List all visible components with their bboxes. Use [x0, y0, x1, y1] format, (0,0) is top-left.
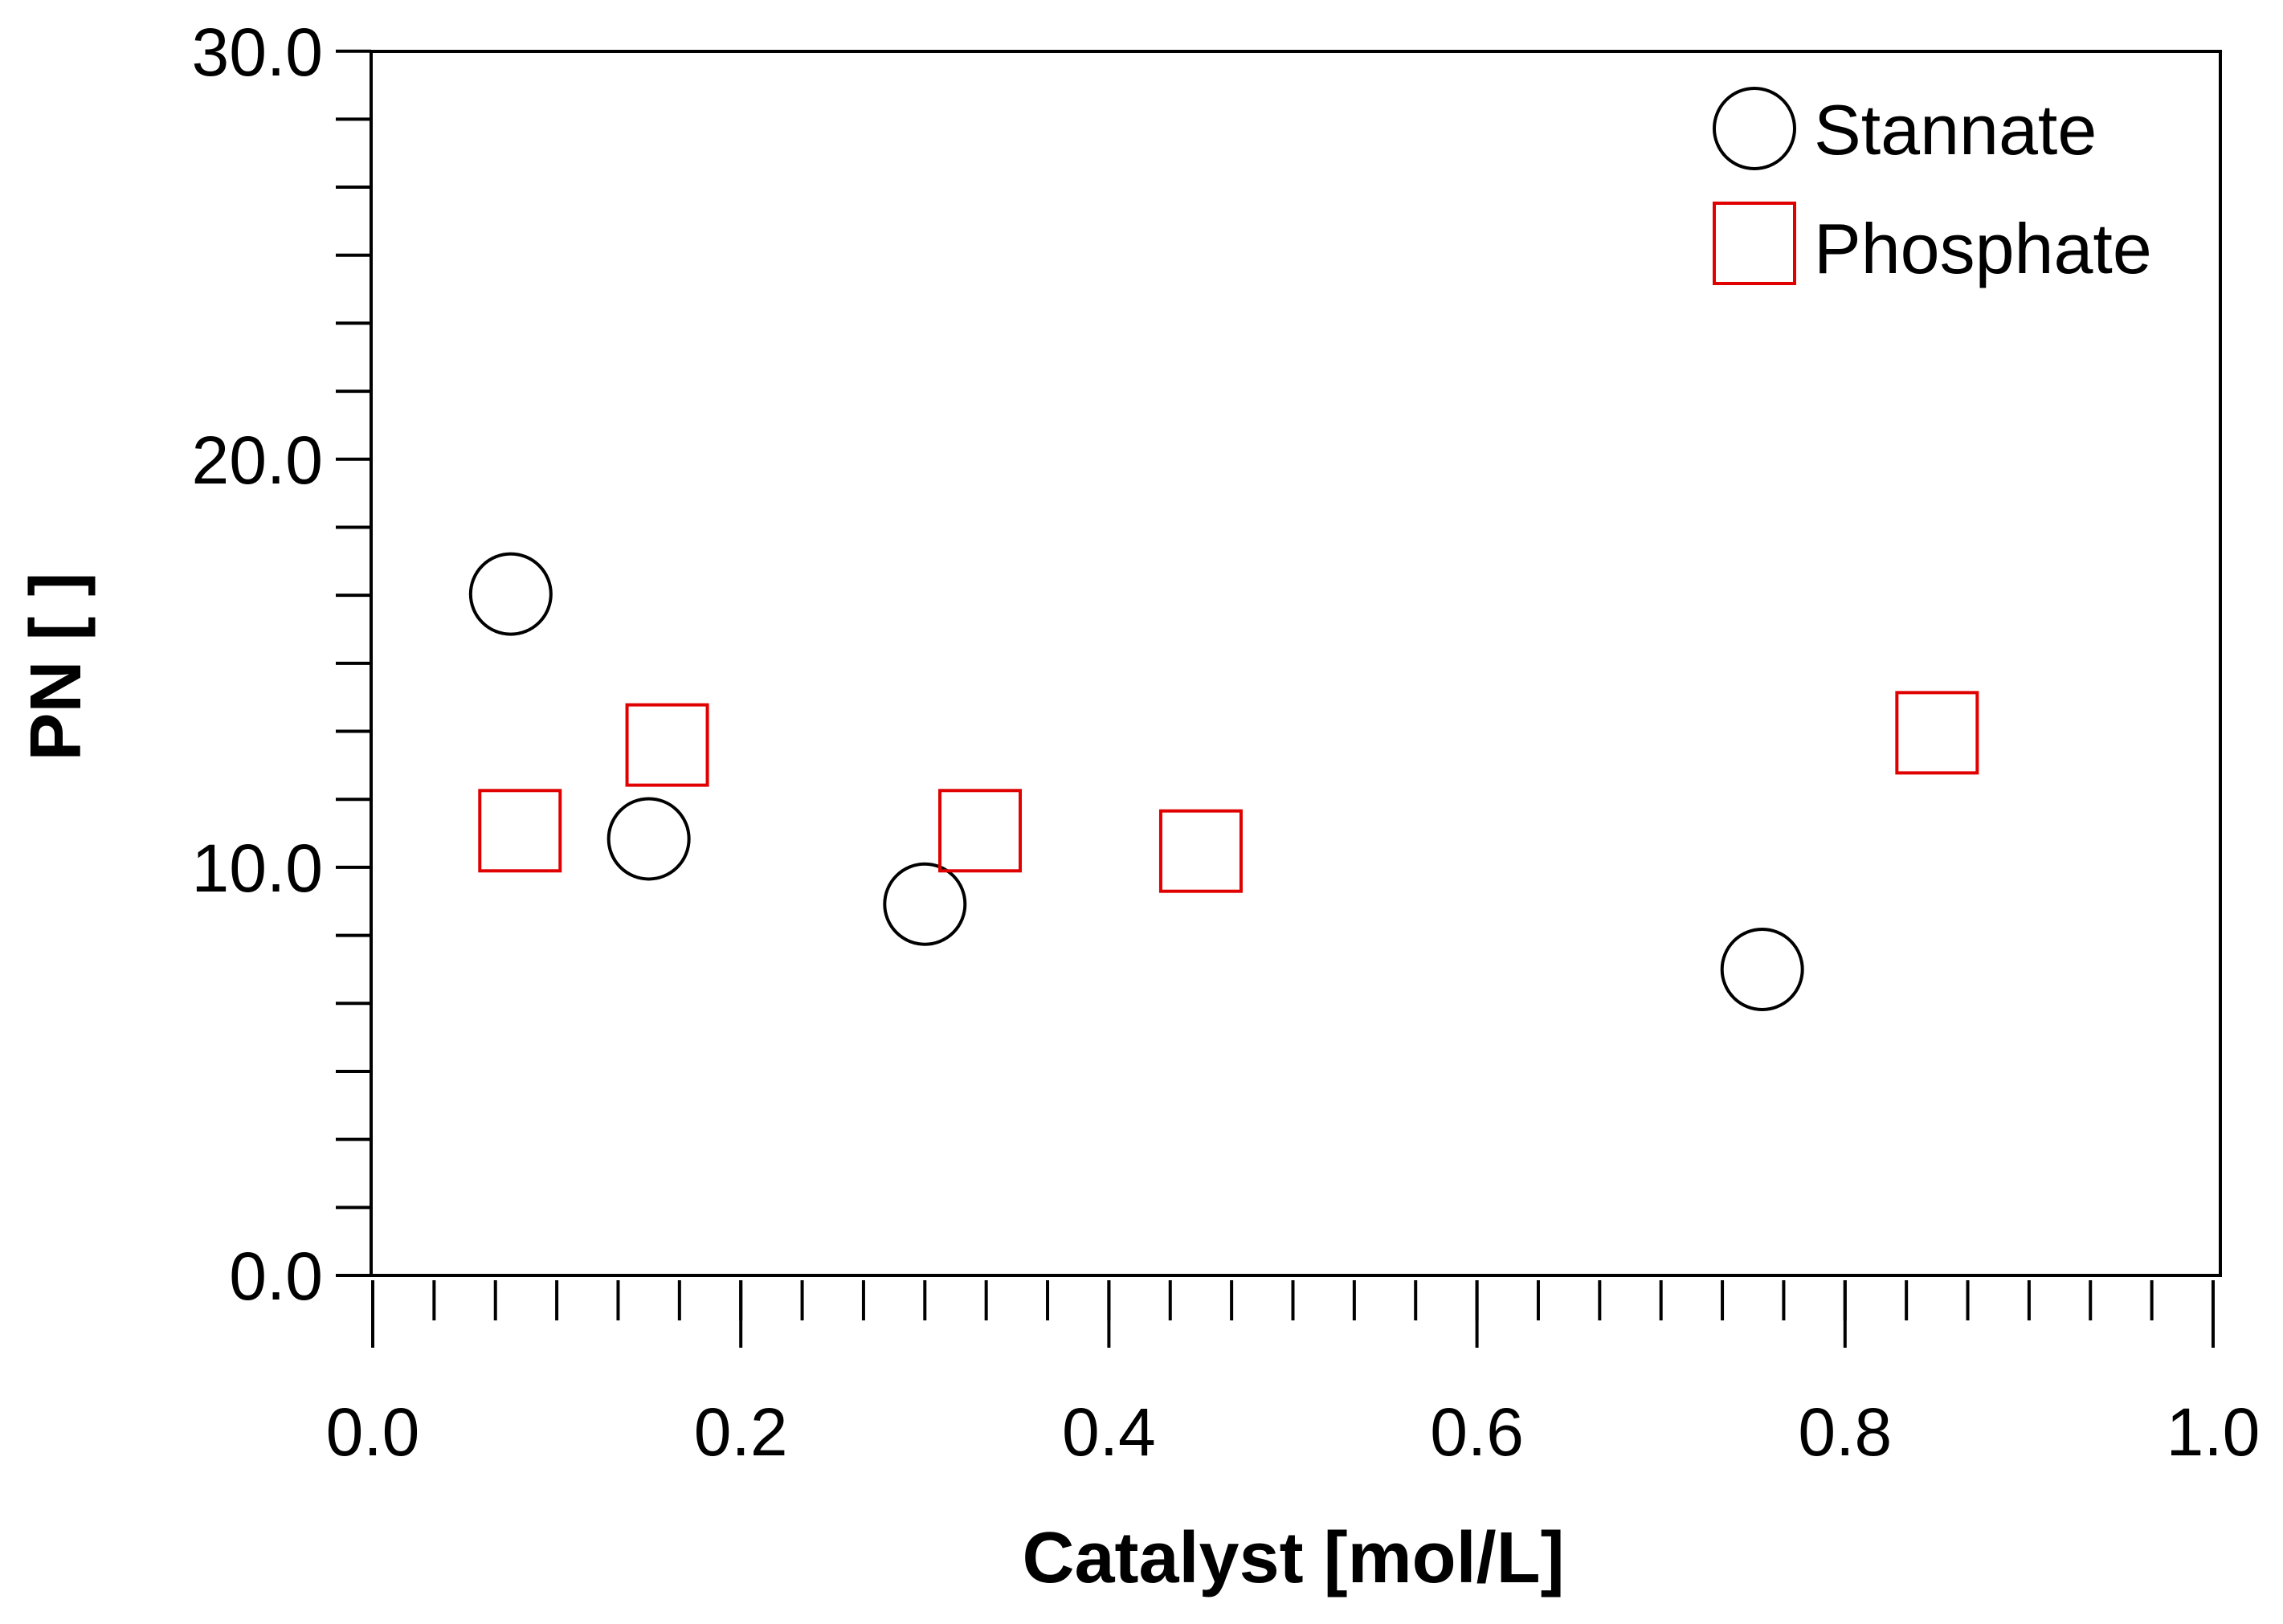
x-tick-label: 0.4 — [1062, 1394, 1156, 1470]
x-tick-label: 0.0 — [326, 1394, 420, 1470]
point-phosphate — [478, 789, 562, 873]
y-axis-title: PN [ ] — [16, 573, 96, 761]
point-stannate — [1720, 928, 1804, 1011]
legend-label-stannate: Stannate — [1814, 90, 2097, 169]
point-stannate — [606, 797, 691, 881]
legend-label-phosphate: Phosphate — [1814, 209, 2152, 288]
x-axis-ticks: 0.0 0.2 0.4 0.6 0.8 1.0 — [326, 1280, 2261, 1470]
y-tick-label: 10.0 — [192, 830, 324, 906]
y-tick-label: 0.0 — [229, 1238, 323, 1314]
y-axis-ticks: 0.0 10.0 20.0 30.0 — [192, 14, 371, 1314]
legend-marker-stannate — [1713, 87, 1796, 170]
data-points — [468, 552, 1979, 1011]
point-phosphate — [1158, 809, 1243, 893]
x-axis-title: Catalyst [mol/L] — [1022, 1518, 1564, 1598]
point-stannate — [883, 862, 967, 946]
y-tick-label: 30.0 — [192, 14, 324, 90]
point-stannate — [468, 552, 553, 636]
x-tick-label: 1.0 — [2167, 1394, 2261, 1470]
point-phosphate — [1895, 691, 1979, 775]
point-phosphate — [625, 703, 709, 787]
point-phosphate — [938, 789, 1023, 873]
legend-marker-phosphate — [1713, 202, 1796, 285]
x-tick-label: 0.2 — [694, 1394, 788, 1470]
y-tick-label: 20.0 — [192, 422, 324, 498]
x-tick-label: 0.8 — [1798, 1394, 1892, 1470]
legend: Stannate Phosphate — [1713, 87, 2152, 288]
x-tick-label: 0.6 — [1430, 1394, 1524, 1470]
